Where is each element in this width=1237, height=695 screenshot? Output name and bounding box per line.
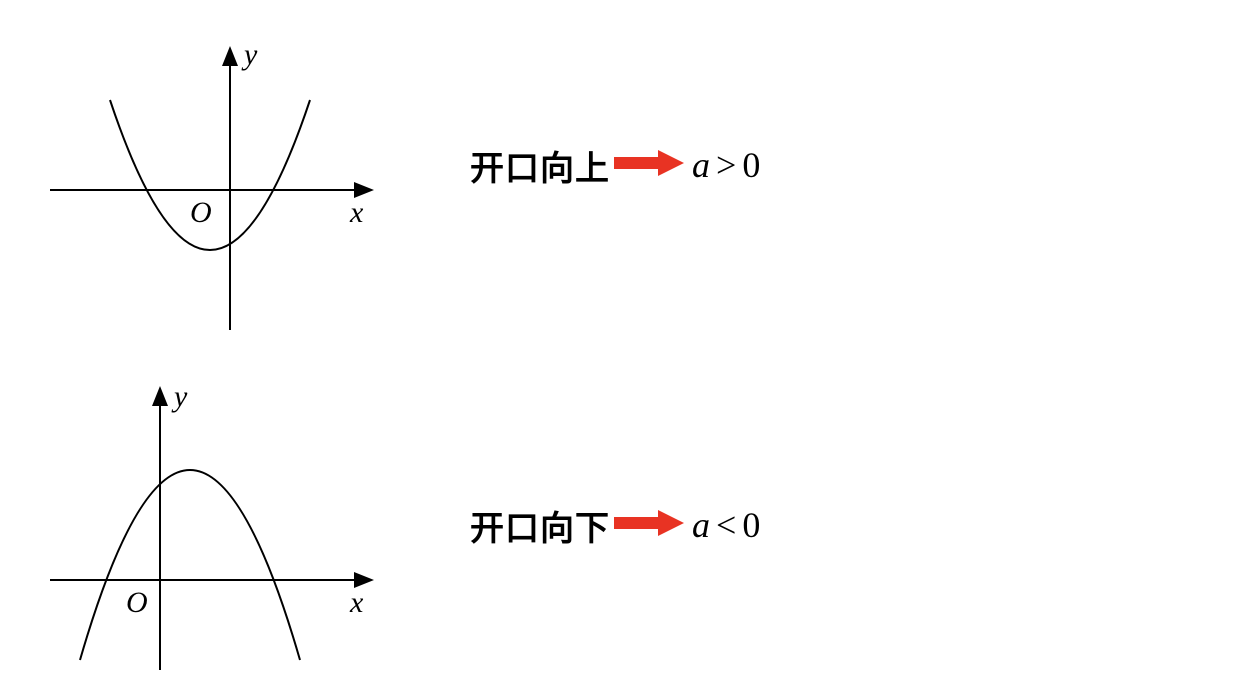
row-upward-parabola: y x O 开口向上 a>0	[30, 30, 1130, 340]
red-arrow-icon	[614, 146, 684, 185]
parabola-down-svg	[30, 370, 390, 680]
math-rhs: 0	[742, 145, 760, 185]
math-op: <	[710, 505, 742, 545]
y-axis-label: y	[174, 380, 187, 414]
parabola-curve	[80, 470, 300, 660]
red-arrow-icon	[614, 506, 684, 545]
parabola-up-svg	[30, 30, 390, 340]
row-downward-parabola: y x O 开口向下 a<0	[30, 370, 1130, 680]
graph-downward: y x O	[30, 370, 390, 680]
math-expr-up: a>0	[692, 144, 760, 186]
origin-label: O	[126, 586, 148, 620]
x-axis-label: x	[350, 586, 363, 620]
math-op: >	[710, 145, 742, 185]
math-rhs: 0	[742, 505, 760, 545]
label-downward: 开口向下 a<0	[470, 501, 760, 550]
cjk-text-up: 开口向上	[470, 141, 610, 190]
math-expr-down: a<0	[692, 504, 760, 546]
y-axis-label: y	[244, 38, 257, 72]
math-var: a	[692, 505, 710, 545]
graph-upward: y x O	[30, 30, 390, 340]
label-upward: 开口向上 a>0	[470, 141, 760, 190]
cjk-text-down: 开口向下	[470, 501, 610, 550]
x-axis-label: x	[350, 196, 363, 230]
math-var: a	[692, 145, 710, 185]
origin-label: O	[190, 196, 212, 230]
